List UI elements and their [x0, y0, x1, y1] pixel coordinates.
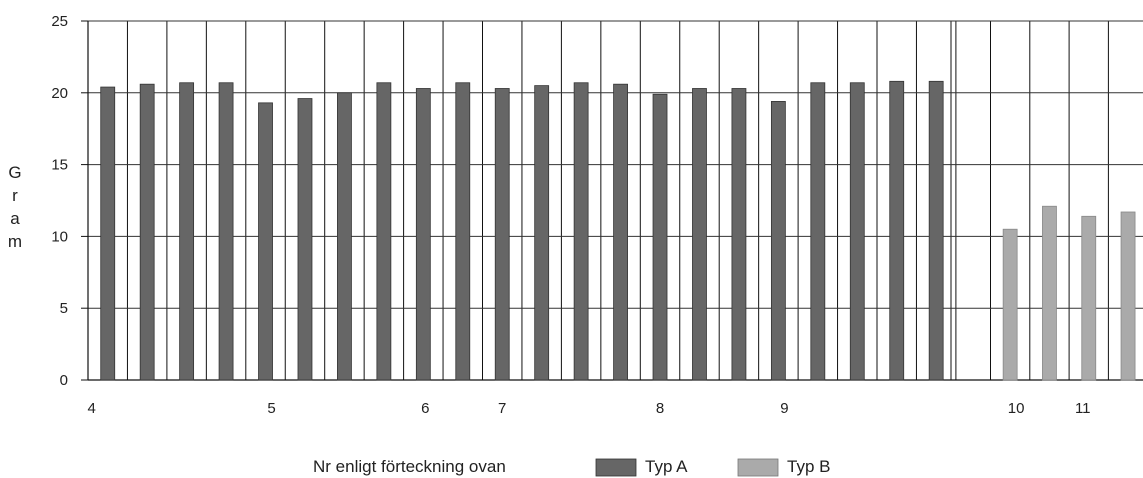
y-axis-label-letter: r: [12, 186, 18, 205]
legend: Nr enligt förteckning ovan Typ A Typ B: [313, 457, 830, 477]
y-tick-label: 25: [51, 13, 68, 30]
bar-typ-a: [337, 92, 352, 381]
y-axis-label-letter: m: [8, 232, 22, 251]
bar-typ-a: [770, 101, 786, 381]
y-tick-label: 20: [51, 85, 68, 102]
y-tick-label: 5: [60, 300, 68, 317]
bar-typ-b: [1081, 215, 1097, 381]
legend-swatch-typ-b: [737, 458, 779, 477]
bar-typ-b: [1120, 211, 1136, 381]
bar-typ-a: [218, 82, 234, 381]
y-tick-label: 15: [51, 157, 68, 174]
x-tick-label: 8: [656, 400, 664, 417]
bar-typ-a: [810, 82, 826, 381]
bar-typ-a: [297, 98, 313, 381]
y-axis-label-letter: a: [10, 209, 20, 228]
bar-typ-a: [652, 93, 668, 381]
x-tick-label: 6: [421, 400, 429, 417]
bar-typ-a: [928, 80, 944, 381]
bar-typ-a: [139, 83, 155, 381]
bar-typ-a: [573, 82, 589, 381]
bar-typ-a: [731, 88, 747, 381]
legend-swatch-typ-a: [595, 458, 637, 477]
bar-typ-a: [849, 82, 865, 381]
bar-typ-a: [534, 85, 550, 381]
x-tick-label: 10: [1008, 400, 1025, 417]
bars: [100, 80, 1136, 381]
bar-typ-a: [889, 80, 905, 381]
x-tick-label: 9: [780, 400, 788, 417]
bar-typ-a: [100, 86, 116, 381]
bar-typ-a: [376, 82, 392, 381]
bar-typ-a: [692, 88, 707, 381]
bar-typ-a: [613, 83, 628, 381]
bar-typ-a: [415, 88, 431, 381]
axes: [81, 20, 89, 381]
x-tick-label: 7: [498, 400, 506, 417]
bar-typ-a: [258, 102, 273, 381]
y-tick-label: 10: [51, 228, 68, 245]
bar-typ-a: [455, 82, 471, 381]
bar-typ-a: [179, 82, 195, 381]
x-axis-title: Nr enligt förteckning ovan: [313, 457, 506, 476]
bar-typ-a: [494, 88, 510, 381]
bar-typ-b: [1042, 205, 1057, 381]
x-tick-label: 4: [88, 400, 96, 417]
bar-typ-b: [1002, 228, 1018, 381]
y-axis-label-letter: G: [8, 163, 21, 182]
x-tick-label: 5: [267, 400, 275, 417]
x-tick-label: 11: [1075, 400, 1091, 417]
legend-label-typ-b: Typ B: [787, 457, 830, 476]
y-tick-label: 0: [60, 372, 68, 389]
legend-label-typ-a: Typ A: [645, 457, 688, 476]
